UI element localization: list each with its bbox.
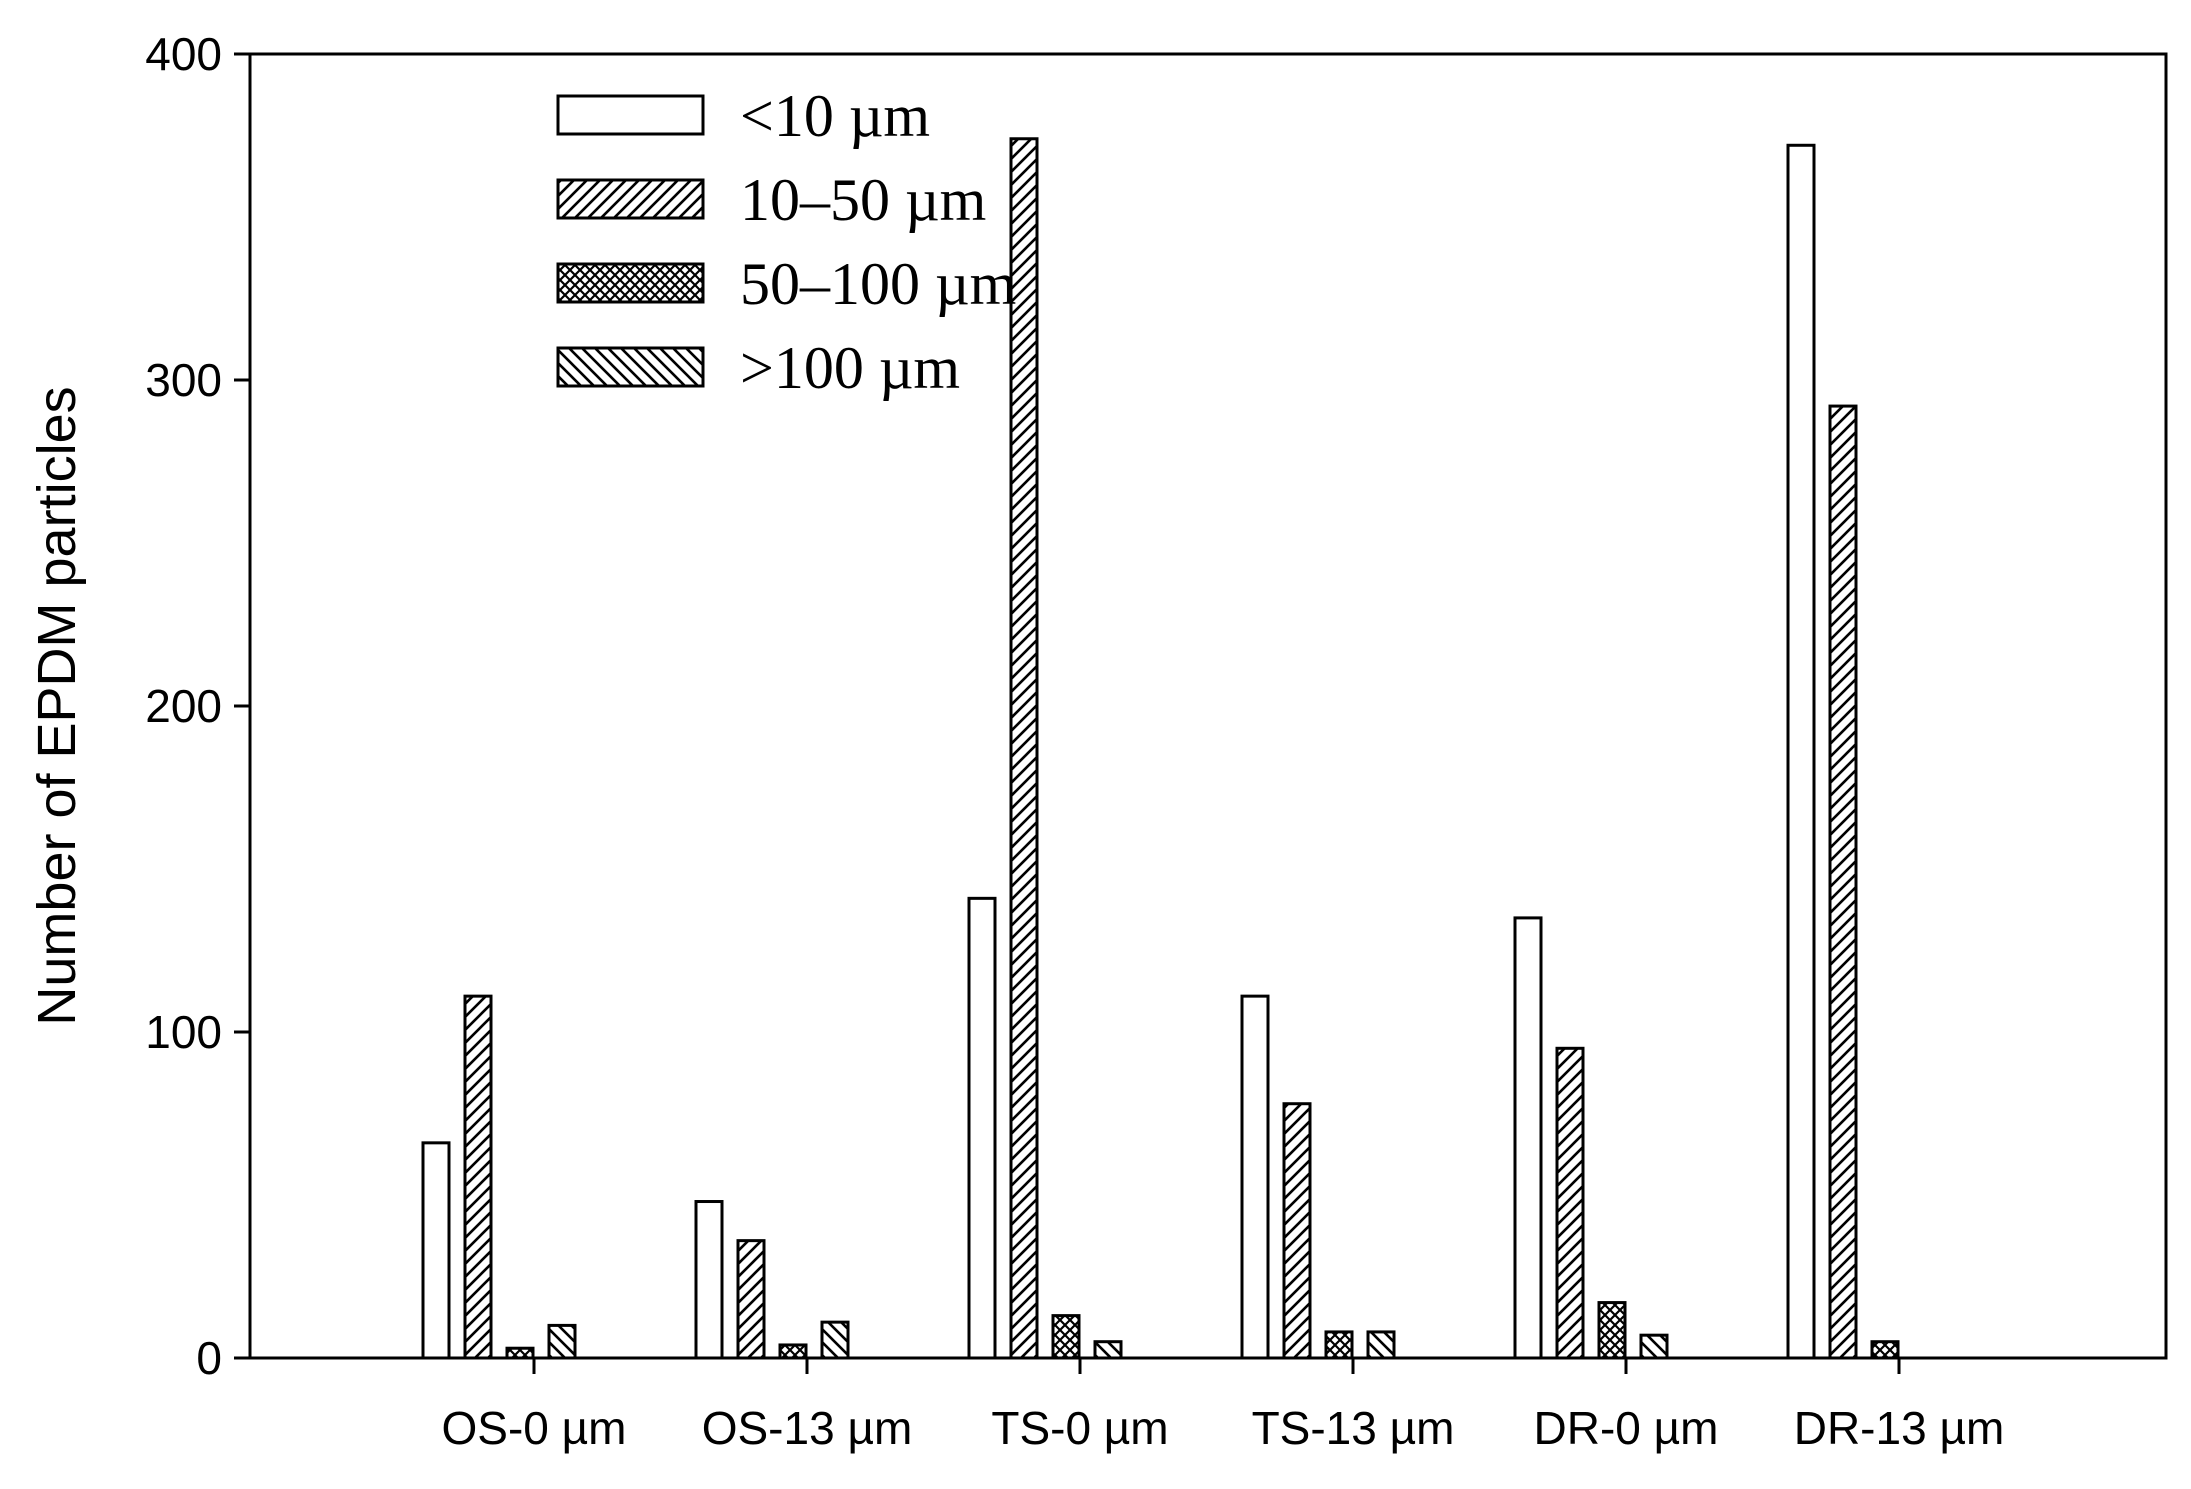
y-tick-label: 400 [145, 28, 222, 80]
x-tick-label: OS-0 µm [442, 1402, 627, 1454]
bar [967, 896, 997, 1360]
y-tick-label: 200 [145, 680, 222, 732]
bar [1828, 404, 1858, 1360]
bar [820, 1320, 850, 1360]
legend-swatch [556, 346, 705, 388]
bar [1555, 1046, 1585, 1360]
x-tick-label: TS-13 µm [1252, 1402, 1455, 1454]
legend-swatch [556, 94, 705, 136]
bar [1009, 137, 1039, 1360]
y-axis-label: Number of EPDM particles [27, 386, 87, 1025]
legend-label: 10–50 µm [740, 167, 986, 233]
bar [1513, 916, 1543, 1360]
bar [778, 1343, 808, 1360]
bar [1282, 1102, 1312, 1360]
bar [1051, 1314, 1081, 1360]
bar [1597, 1301, 1627, 1360]
y-tick-label: 300 [145, 354, 222, 406]
bar [463, 994, 493, 1360]
bar [1366, 1330, 1396, 1360]
bar [1240, 994, 1270, 1360]
legend-label: <10 µm [740, 83, 930, 149]
bar [505, 1346, 535, 1360]
legend-label: >100 µm [740, 335, 960, 401]
plot-frame [248, 52, 2168, 1360]
x-tick-label: OS-13 µm [702, 1402, 913, 1454]
x-tick-label: TS-0 µm [991, 1402, 1168, 1454]
y-tick-label: 100 [145, 1006, 222, 1058]
y-tick-label: 0 [196, 1332, 222, 1384]
bar [1093, 1340, 1123, 1360]
legend-swatch [556, 178, 705, 220]
bar [547, 1323, 577, 1360]
bar [1870, 1340, 1900, 1360]
bar [1324, 1330, 1354, 1360]
legend-swatch [556, 262, 705, 304]
bar [1639, 1333, 1669, 1360]
legend-label: 50–100 µm [740, 251, 1016, 317]
bar [694, 1200, 724, 1360]
x-tick-label: DR-13 µm [1794, 1402, 2005, 1454]
bar [1786, 143, 1816, 1360]
bar [736, 1239, 766, 1360]
bar [421, 1141, 451, 1360]
x-tick-label: DR-0 µm [1534, 1402, 1719, 1454]
